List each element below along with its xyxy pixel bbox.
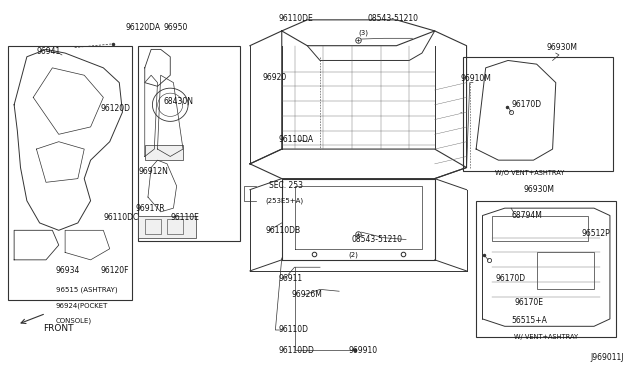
- Text: J969011J: J969011J: [591, 353, 624, 362]
- Text: 96930M: 96930M: [524, 185, 555, 194]
- Text: 96920: 96920: [262, 73, 287, 81]
- Bar: [145, 219, 161, 234]
- Text: CONSOLE): CONSOLE): [56, 318, 92, 324]
- Bar: [537, 253, 594, 289]
- Bar: [492, 215, 588, 241]
- Text: 96120D: 96120D: [100, 104, 130, 113]
- Text: 96924(POCKET: 96924(POCKET: [56, 303, 108, 309]
- Text: 96917R: 96917R: [135, 203, 165, 213]
- Text: (3): (3): [358, 29, 368, 36]
- Text: 96934: 96934: [56, 266, 80, 275]
- Text: 96110DA: 96110DA: [278, 135, 314, 144]
- Text: 96110E: 96110E: [170, 213, 199, 222]
- Text: 96930M: 96930M: [546, 43, 577, 52]
- Text: 96515 (ASHTRAY): 96515 (ASHTRAY): [56, 286, 117, 293]
- Text: 56515+A: 56515+A: [511, 316, 547, 325]
- Text: 96110DD: 96110DD: [278, 346, 314, 355]
- Text: 68430N: 68430N: [164, 97, 194, 106]
- Text: W/ VENT+ASHTRAY: W/ VENT+ASHTRAY: [515, 334, 579, 340]
- Bar: [167, 219, 183, 234]
- Text: 96110DC: 96110DC: [103, 213, 139, 222]
- Text: 96170D: 96170D: [511, 100, 541, 109]
- Text: 96110DB: 96110DB: [266, 226, 301, 235]
- Bar: [476, 201, 616, 337]
- Bar: [463, 57, 613, 171]
- Text: 96941: 96941: [36, 47, 61, 56]
- Text: 96110DE: 96110DE: [278, 13, 314, 22]
- Text: 969910: 969910: [349, 346, 378, 355]
- Text: 96170E: 96170E: [515, 298, 543, 307]
- Text: 68794M: 68794M: [511, 211, 542, 220]
- Text: 96170D: 96170D: [495, 274, 525, 283]
- Text: 96120DA: 96120DA: [125, 23, 161, 32]
- Bar: [138, 46, 241, 241]
- Text: 08543-51210: 08543-51210: [352, 235, 403, 244]
- Text: 96110D: 96110D: [278, 326, 308, 334]
- Bar: [138, 215, 196, 238]
- Text: (2): (2): [349, 251, 358, 257]
- Text: W/O VENT+ASHTRAY: W/O VENT+ASHTRAY: [495, 170, 564, 176]
- Text: (253E5+A): (253E5+A): [266, 198, 304, 204]
- Text: 08543-51210: 08543-51210: [368, 13, 419, 22]
- Text: 96950: 96950: [164, 23, 188, 32]
- Text: 96912N: 96912N: [138, 167, 168, 176]
- Text: 96926M: 96926M: [291, 291, 322, 299]
- Text: 96120F: 96120F: [100, 266, 129, 275]
- Text: SEC. 253: SEC. 253: [269, 182, 303, 190]
- Bar: [8, 46, 132, 301]
- Text: FRONT: FRONT: [43, 324, 74, 333]
- Bar: [145, 145, 183, 160]
- Text: 96911: 96911: [278, 274, 303, 283]
- Text: 96910M: 96910M: [460, 74, 491, 83]
- Text: 96512P: 96512P: [581, 230, 610, 238]
